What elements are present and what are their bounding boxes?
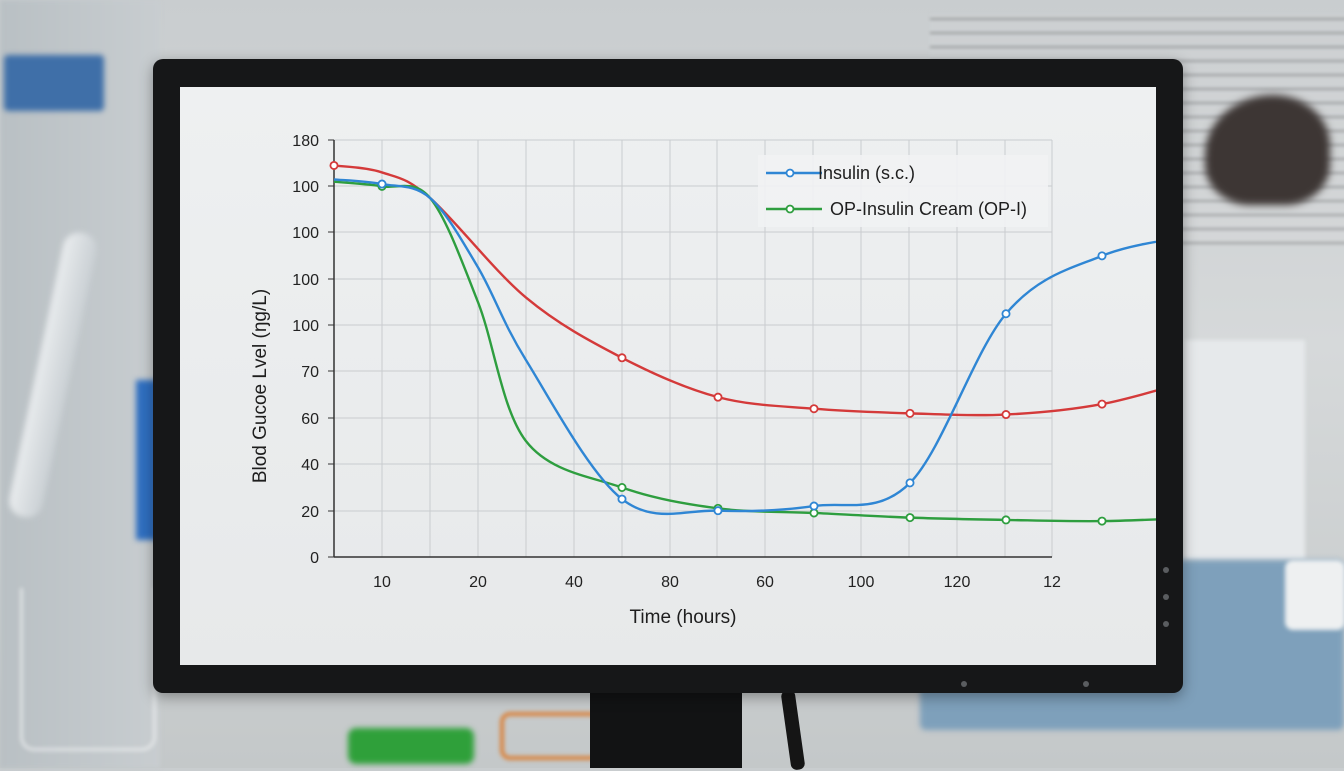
x-tick-label: 100 xyxy=(848,574,875,591)
y-axis-title: Blod Gucoe Lvel (ŋg/L) xyxy=(250,289,271,483)
data-point-marker xyxy=(329,160,339,170)
x-tick-label: 60 xyxy=(756,574,774,591)
data-point-marker xyxy=(809,501,819,511)
x-tick-label: 120 xyxy=(944,574,971,591)
monitor-stand xyxy=(590,692,742,768)
data-point-marker xyxy=(377,179,387,189)
series-line xyxy=(333,180,1156,523)
data-point-marker xyxy=(905,513,915,523)
x-tick-label: 80 xyxy=(661,574,679,591)
bezel-button[interactable] xyxy=(1163,621,1169,627)
y-tick-label: 100 xyxy=(292,272,319,289)
background-mouse xyxy=(1205,95,1330,205)
data-point-marker xyxy=(1001,515,1011,525)
y-tick-label: 60 xyxy=(301,411,319,428)
y-tick-label: 40 xyxy=(301,457,319,474)
legend-marker-op-insulin xyxy=(785,204,795,214)
bezel-button[interactable] xyxy=(1083,681,1089,687)
bezel-button[interactable] xyxy=(1163,594,1169,600)
x-tick-label: 40 xyxy=(565,574,583,591)
y-tick-label: 100 xyxy=(292,318,319,335)
data-point-marker xyxy=(1097,516,1107,526)
background-orange-dish xyxy=(500,712,600,760)
data-point-marker xyxy=(1001,410,1011,420)
y-tick-label: 180 xyxy=(292,133,319,150)
series-op-insulin xyxy=(333,180,1156,526)
monitor-screen: 0 20 40 60 70 100 100 100 100 180 10 20 40 80 60 100 12… xyxy=(180,87,1156,665)
background-bottle xyxy=(136,380,158,540)
y-tick-labels: 0 20 40 60 70 100 100 100 100 180 xyxy=(292,133,334,567)
x-tick-label: 10 xyxy=(373,574,391,591)
data-point-marker xyxy=(809,404,819,414)
background-blue-box xyxy=(4,55,104,111)
data-point-marker xyxy=(617,482,627,492)
legend: Insulin (s.c.) OP-Insulin Cream (OP-I) xyxy=(758,155,1048,227)
bezel-button[interactable] xyxy=(1163,567,1169,573)
x-axis-title: Time (hours) xyxy=(630,607,737,628)
data-point-marker xyxy=(713,506,723,516)
legend-label-op-insulin: OP-Insulin Cream (OP-I) xyxy=(830,199,1027,219)
axes xyxy=(333,140,1052,558)
monitor-cable xyxy=(780,689,806,771)
background-beaker xyxy=(20,588,156,751)
y-tick-label: 70 xyxy=(301,364,319,381)
legend-label-insulin: Insulin (s.c.) xyxy=(818,163,915,183)
y-tick-label: 0 xyxy=(310,550,319,567)
legend-box xyxy=(758,155,1048,227)
data-point-marker xyxy=(617,494,627,504)
data-point-marker xyxy=(1097,251,1107,261)
data-point-marker xyxy=(1001,309,1011,319)
background-shelf xyxy=(0,0,160,768)
background-jar xyxy=(1285,560,1344,630)
data-point-marker xyxy=(617,353,627,363)
x-tick-label: 12 xyxy=(1043,574,1061,591)
bezel-button[interactable] xyxy=(961,681,967,687)
y-tick-label: 100 xyxy=(292,225,319,242)
background-green-dish xyxy=(348,728,474,764)
series-layer xyxy=(329,160,1156,526)
legend-marker-insulin xyxy=(785,168,795,178)
data-point-marker xyxy=(1097,399,1107,409)
series-insulin xyxy=(333,178,1156,516)
line-chart: 0 20 40 60 70 100 100 100 100 180 10 20 40 80 60 100 12… xyxy=(250,133,1156,628)
y-tick-label: 100 xyxy=(292,179,319,196)
series-line xyxy=(333,178,1156,516)
data-point-marker xyxy=(905,408,915,418)
y-tick-label: 20 xyxy=(301,504,319,521)
data-point-marker xyxy=(713,392,723,402)
x-tick-label: 20 xyxy=(469,574,487,591)
x-tick-labels: 10 20 40 80 60 100 120 12 xyxy=(373,574,1061,591)
data-point-marker xyxy=(905,478,915,488)
background-paper xyxy=(1185,340,1305,560)
